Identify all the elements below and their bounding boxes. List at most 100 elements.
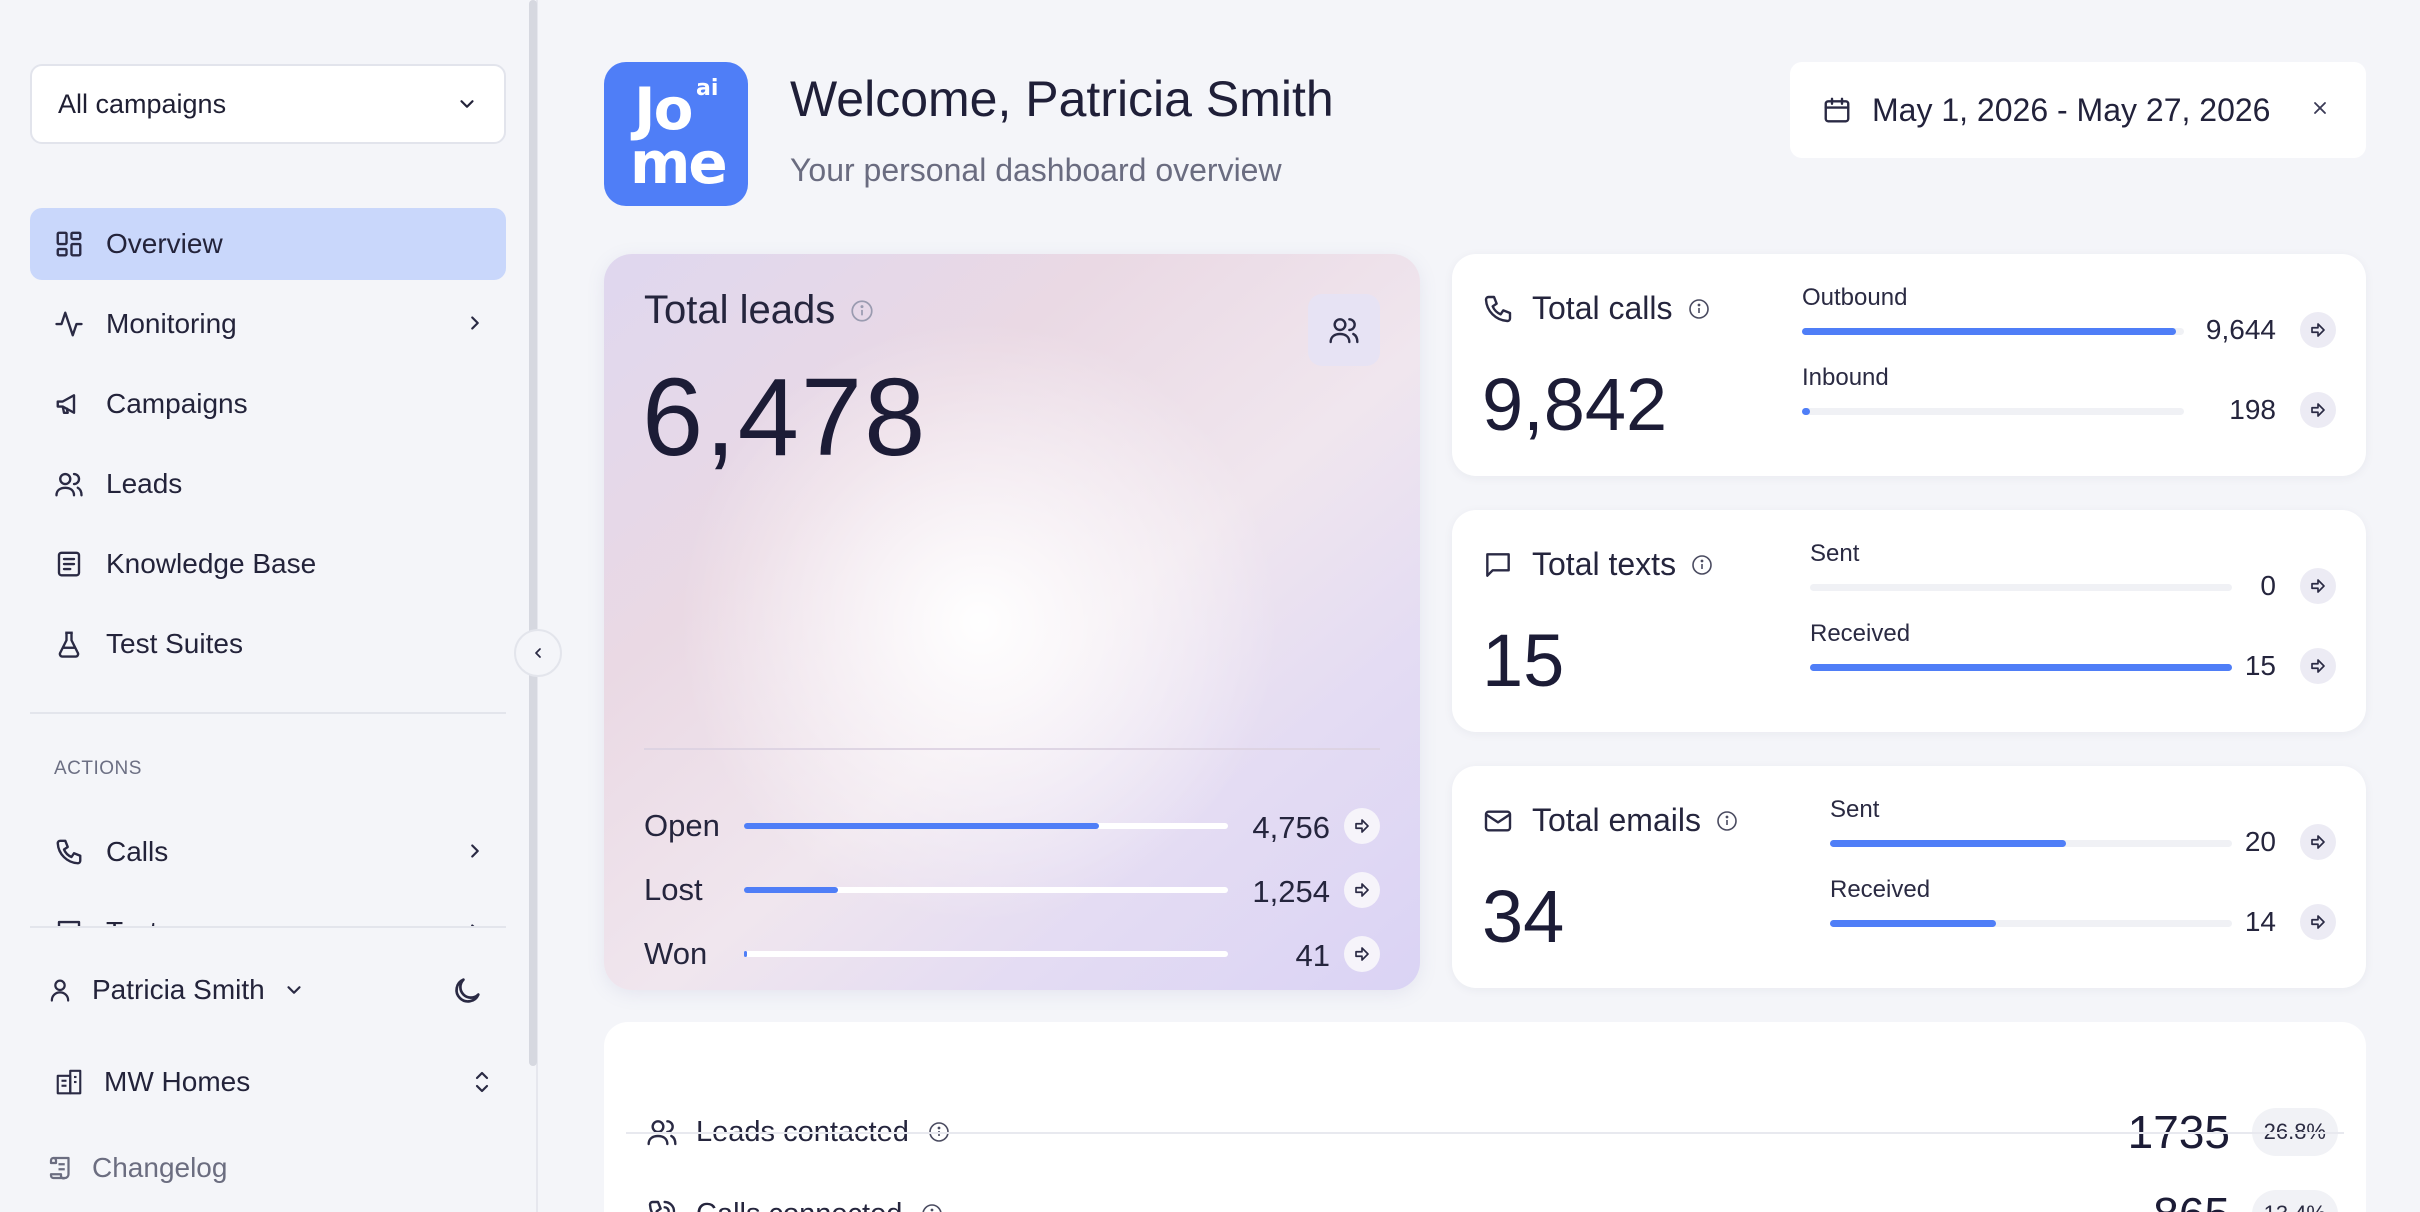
- user-name: Patricia Smith: [92, 974, 265, 1005]
- info-icon[interactable]: [1715, 809, 1739, 833]
- view-leads-button[interactable]: [1308, 294, 1380, 366]
- lead-stat-label: Lost: [644, 872, 703, 907]
- sidebar-item-calls[interactable]: Calls: [30, 816, 506, 888]
- lead-stat-value: 41: [1295, 938, 1330, 973]
- arrow-right-button[interactable]: [2300, 824, 2336, 860]
- sidebar-scrollbar[interactable]: [529, 0, 537, 1066]
- progress-bar-fill: [744, 823, 1100, 829]
- lead-stat-label: Won: [644, 936, 708, 971]
- chevron-right-icon: [464, 840, 486, 862]
- phone-icon: [54, 837, 84, 867]
- arrow-right-button[interactable]: [2300, 648, 2336, 684]
- building-icon: [54, 1067, 84, 1097]
- arrow-right-button[interactable]: [1344, 872, 1380, 908]
- summary-divider: [626, 1132, 2344, 1134]
- info-icon[interactable]: [1687, 297, 1711, 321]
- date-range-value: May 1, 2026 - May 27, 2026: [1872, 91, 2271, 128]
- changelog-link[interactable]: Changelog: [46, 1140, 227, 1196]
- total-texts-title: Total texts: [1532, 546, 1677, 582]
- sidebar-item-overview[interactable]: Overview: [30, 208, 506, 280]
- book-icon: [54, 549, 84, 579]
- total-emails-title: Total emails: [1532, 802, 1701, 838]
- sub-metric-value: 14: [2244, 906, 2276, 937]
- logo-text-top: Jo: [634, 75, 693, 143]
- total-leads-card: Total leads 6,478 Open 4,756 Lost 1,254 Won 4…: [604, 254, 1420, 990]
- info-icon[interactable]: [849, 298, 875, 324]
- sub-metric-value: 9,644: [2205, 314, 2276, 345]
- summary-label: Leads contacted: [696, 1115, 909, 1148]
- campaign-select[interactable]: All campaigns: [30, 64, 506, 144]
- actions-section-label: ACTIONS: [54, 758, 142, 779]
- engagement-summary-card: Leads contacted 1735 26.8% Calls connect…: [604, 1022, 2366, 1212]
- sub-metric-value: 198: [2229, 394, 2276, 425]
- summary-row-calls-connected[interactable]: Calls connected 865 13.4%: [626, 1174, 2344, 1212]
- sidebar-item-label: Test Suites: [106, 628, 243, 659]
- sidebar-item-campaigns[interactable]: Campaigns: [30, 368, 506, 440]
- campaign-select-value: All campaigns: [58, 88, 227, 119]
- dashboard-icon: [54, 229, 84, 259]
- total-calls-title: Total calls: [1532, 290, 1673, 326]
- sub-metric-label: Inbound: [1802, 364, 1889, 391]
- lead-stat-value: 4,756: [1252, 810, 1330, 845]
- total-leads-title: Total leads: [644, 288, 836, 332]
- sidebar: All campaigns Overview Monitoring Campai…: [0, 0, 562, 1212]
- nav-divider: [30, 712, 506, 714]
- chevron-right-icon: [464, 312, 486, 334]
- sidebar-item-monitoring[interactable]: Monitoring: [30, 288, 506, 360]
- total-calls-card: Total calls 9,842 Outbound 9,644 Inbound 19…: [1452, 254, 2366, 476]
- chevrons-up-down-icon: [470, 1068, 494, 1096]
- scroll-icon: [46, 1153, 76, 1183]
- moon-icon[interactable]: [450, 974, 484, 1008]
- info-icon[interactable]: [920, 1202, 944, 1212]
- sub-metric-label: Received: [1810, 620, 1911, 647]
- collapse-sidebar-button[interactable]: [514, 629, 562, 677]
- progress-bar-fill: [1810, 664, 2232, 671]
- actions-nav: Calls Texts: [30, 816, 506, 926]
- sub-metric-label: Outbound: [1802, 284, 1908, 311]
- progress-bar: [744, 951, 1228, 957]
- arrow-right-button[interactable]: [2300, 392, 2336, 428]
- user-icon: [46, 976, 74, 1004]
- users-icon: [54, 469, 84, 499]
- chevron-down-icon: [456, 93, 478, 115]
- total-calls-title-row: Total calls: [1482, 290, 1711, 327]
- progress-bar: [1830, 840, 2232, 847]
- sidebar-footer-divider: [30, 926, 506, 928]
- arrow-right-button[interactable]: [2300, 568, 2336, 604]
- date-range-picker[interactable]: May 1, 2026 - May 27, 2026: [1790, 62, 2366, 158]
- main-nav: Overview Monitoring Campaigns Leads: [30, 208, 506, 688]
- sidebar-item-label: Calls: [106, 836, 169, 867]
- close-icon[interactable]: [2310, 98, 2330, 118]
- sidebar-item-leads[interactable]: Leads: [30, 448, 506, 520]
- chevron-left-icon: [530, 645, 546, 661]
- texts-sub-metric-sent: Sent 0: [1810, 540, 2336, 620]
- megaphone-icon: [54, 389, 84, 419]
- sidebar-item-label: Overview: [106, 228, 223, 259]
- arrow-right-button[interactable]: [1344, 808, 1380, 844]
- sidebar-item-texts[interactable]: Texts: [30, 896, 506, 926]
- sidebar-item-test-suites[interactable]: Test Suites: [30, 608, 506, 680]
- arrow-right-button[interactable]: [2300, 312, 2336, 348]
- sidebar-item-label: Leads: [106, 468, 183, 499]
- arrow-right-button[interactable]: [2300, 904, 2336, 940]
- logo-text-bottom: me: [630, 129, 728, 197]
- lead-stat-row-lost: Lost 1,254: [644, 866, 1380, 914]
- progress-bar: [1810, 584, 2232, 591]
- texts-sub-metric-received: Received 15: [1810, 620, 2336, 700]
- sub-metric-value: 20: [2244, 826, 2276, 857]
- user-menu[interactable]: Patricia Smith: [46, 962, 496, 1018]
- total-leads-value: 6,478: [642, 356, 928, 479]
- info-icon[interactable]: [1690, 553, 1714, 577]
- total-calls-value: 9,842: [1482, 363, 1668, 446]
- total-texts-value: 15: [1482, 619, 1565, 702]
- sidebar-item-knowledge-base[interactable]: Knowledge Base: [30, 528, 506, 600]
- total-texts-card: Total texts 15 Sent 0 Received 15: [1452, 510, 2366, 732]
- sidebar-item-label: Texts: [106, 916, 171, 926]
- arrow-right-button[interactable]: [1344, 936, 1380, 972]
- phone-call-icon: [646, 1198, 678, 1212]
- progress-bar: [744, 887, 1228, 893]
- organization-switcher[interactable]: MW Homes: [54, 1054, 494, 1110]
- calls-sub-metric-outbound: Outbound 9,644: [1802, 284, 2336, 364]
- lead-stat-row-won: Won 41: [644, 930, 1380, 978]
- lead-stat-label: Open: [644, 808, 720, 843]
